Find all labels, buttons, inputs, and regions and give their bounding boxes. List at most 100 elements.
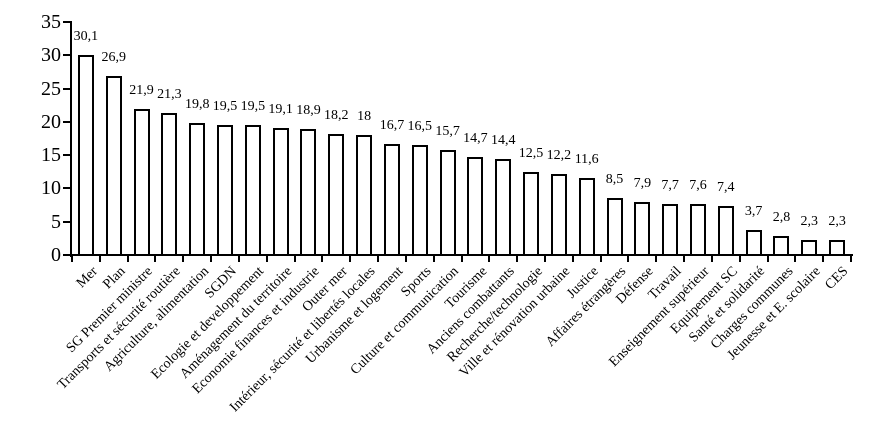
x-tick bbox=[543, 255, 546, 262]
bar bbox=[300, 129, 317, 256]
bar bbox=[467, 157, 484, 256]
value-label: 19,8 bbox=[184, 97, 210, 113]
value-label: 18 bbox=[357, 109, 372, 125]
bar bbox=[606, 198, 623, 256]
y-tick bbox=[63, 254, 71, 256]
x-tick bbox=[404, 255, 407, 262]
bar bbox=[689, 204, 706, 256]
x-tick bbox=[154, 255, 157, 262]
y-tick bbox=[63, 54, 71, 57]
value-label: 12,2 bbox=[546, 147, 572, 163]
x-tick bbox=[571, 255, 574, 262]
x-tick bbox=[683, 255, 686, 262]
bar bbox=[356, 135, 373, 256]
value-label: 3,7 bbox=[744, 204, 763, 220]
bar bbox=[550, 173, 567, 256]
y-axis-tick-label: 30 bbox=[41, 44, 61, 67]
x-tick bbox=[293, 255, 296, 262]
x-tick bbox=[738, 255, 741, 262]
x-tick bbox=[460, 255, 463, 262]
bar bbox=[161, 113, 178, 256]
value-label: 30,1 bbox=[73, 28, 99, 44]
x-tick bbox=[766, 255, 769, 262]
y-axis-tick-label: 20 bbox=[41, 110, 61, 133]
value-label: 7,7 bbox=[661, 177, 679, 193]
x-tick bbox=[432, 255, 435, 262]
bar bbox=[801, 239, 818, 256]
bar bbox=[578, 177, 595, 256]
x-tick bbox=[488, 255, 491, 262]
y-axis-tick-label: 5 bbox=[51, 210, 61, 233]
bar bbox=[773, 236, 790, 256]
value-label: 14,7 bbox=[463, 131, 488, 147]
x-tick bbox=[850, 255, 852, 262]
value-label: 19,1 bbox=[268, 101, 293, 117]
x-tick bbox=[377, 255, 380, 262]
y-axis-tick-label: 10 bbox=[41, 177, 61, 200]
value-label: 19,5 bbox=[240, 99, 266, 115]
x-tick bbox=[182, 255, 185, 262]
bar bbox=[105, 75, 122, 256]
bar bbox=[411, 145, 428, 256]
x-tick bbox=[822, 255, 825, 262]
bar bbox=[717, 205, 734, 256]
category-label: CES bbox=[822, 264, 852, 293]
x-tick bbox=[710, 255, 713, 262]
bar bbox=[328, 133, 345, 256]
value-label: 12,5 bbox=[518, 145, 544, 161]
y-axis-tick-label: 35 bbox=[41, 11, 61, 33]
x-tick bbox=[516, 255, 519, 262]
bar bbox=[745, 230, 762, 256]
value-label: 11,6 bbox=[574, 151, 599, 167]
value-label: 7,6 bbox=[689, 178, 707, 194]
y-tick bbox=[63, 154, 71, 157]
x-tick bbox=[237, 255, 240, 262]
y-axis-tick-label: 0 bbox=[51, 244, 61, 266]
y-tick bbox=[63, 120, 71, 123]
x-tick bbox=[126, 255, 129, 262]
value-label: 7,9 bbox=[633, 176, 652, 192]
x-tick bbox=[599, 255, 602, 262]
x-tick bbox=[265, 255, 268, 262]
value-label: 26,9 bbox=[101, 49, 126, 65]
value-label: 14,4 bbox=[490, 133, 516, 149]
y-axis-line bbox=[70, 21, 72, 257]
bar bbox=[383, 143, 400, 256]
bar bbox=[662, 203, 679, 256]
x-tick bbox=[210, 255, 213, 262]
x-tick bbox=[71, 255, 73, 262]
x-tick bbox=[98, 255, 101, 262]
value-label: 8,5 bbox=[605, 172, 624, 188]
x-tick bbox=[794, 255, 797, 262]
value-label: 7,4 bbox=[717, 179, 735, 195]
y-tick bbox=[63, 87, 71, 90]
value-label: 2,3 bbox=[800, 213, 819, 229]
bar bbox=[217, 125, 234, 256]
y-axis-tick-label: 25 bbox=[41, 77, 61, 100]
x-tick bbox=[349, 255, 352, 262]
value-label: 16,5 bbox=[407, 119, 433, 135]
x-tick bbox=[655, 255, 658, 262]
bar bbox=[77, 54, 94, 256]
bar bbox=[523, 171, 540, 256]
bar bbox=[133, 109, 150, 256]
value-label: 18,2 bbox=[324, 107, 349, 123]
value-label: 18,9 bbox=[296, 103, 321, 119]
value-label: 16,7 bbox=[379, 117, 405, 133]
value-label: 21,9 bbox=[129, 83, 154, 99]
bar bbox=[829, 239, 846, 256]
value-label: 19,5 bbox=[212, 99, 238, 115]
value-label: 2,3 bbox=[828, 213, 846, 229]
value-label: 2,8 bbox=[772, 210, 791, 226]
y-axis-tick-label: 15 bbox=[41, 144, 61, 167]
bar bbox=[244, 125, 261, 256]
value-label: 15,7 bbox=[435, 124, 460, 140]
x-tick bbox=[627, 255, 630, 262]
category-label: Mer bbox=[73, 264, 101, 292]
y-tick bbox=[63, 220, 71, 223]
x-tick bbox=[321, 255, 324, 262]
bar bbox=[439, 150, 456, 256]
bar bbox=[189, 123, 206, 256]
y-tick bbox=[63, 21, 71, 23]
